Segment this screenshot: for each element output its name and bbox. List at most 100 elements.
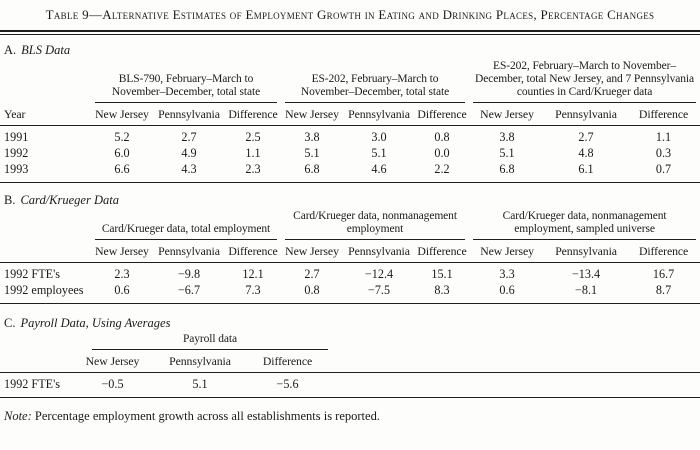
cell: 2.7	[304, 267, 320, 281]
table-row: 1992 6.0 4.9 1.1 5.1 5.1 0.0 5.1 4.8 0.3	[0, 145, 700, 161]
cell: 6.6	[114, 162, 130, 176]
panel-c-title: Payroll Data, Using Averages	[20, 316, 171, 330]
column-header: Difference	[415, 103, 470, 126]
cell: 0.7	[655, 162, 672, 176]
cell: −8.1	[574, 283, 598, 297]
row-label: 1993	[4, 162, 29, 176]
column-header: New Jersey	[70, 350, 155, 373]
cell: 12.1	[242, 267, 264, 281]
panel-a-table: BLS-790, February–March to November–Dece…	[0, 60, 700, 183]
row-label: 1992 employees	[4, 283, 84, 297]
cell: 5.1	[499, 146, 515, 160]
cell: 6.8	[304, 162, 320, 176]
column-group-header-ck-sampled: Card/Krueger data, nonmanagement employm…	[473, 210, 697, 240]
note-text: Percentage employment growth across all …	[34, 409, 380, 423]
panel-a-group-row: BLS-790, February–March to November–Dece…	[0, 60, 700, 103]
filler-cell	[330, 350, 700, 373]
cell: 3.3	[499, 267, 515, 281]
column-group-header-payroll: Payroll data	[92, 333, 329, 350]
panel-b-table: Card/Krueger data, total employment Card…	[0, 210, 700, 304]
column-group-header-ck-total: Card/Krueger data, total employment	[95, 223, 278, 240]
cell: 0.8	[434, 130, 450, 144]
column-header: Difference	[245, 350, 331, 373]
cell: −13.4	[571, 267, 601, 281]
column-header: New Jersey	[281, 103, 344, 126]
column-header: Difference	[627, 240, 700, 263]
cell: 3.8	[499, 130, 515, 144]
cell: 2.3	[114, 267, 130, 281]
filler-cell	[330, 333, 700, 350]
panel-b-group-row: Card/Krueger data, total employment Card…	[0, 210, 700, 240]
cell: 16.7	[652, 267, 675, 281]
column-header: Pennsylvania	[153, 103, 225, 126]
column-group-header-bls790: BLS-790, February–March to November–Dece…	[95, 73, 278, 103]
column-group-header-es202-ck: ES-202, February–March to November–Decem…	[473, 60, 697, 103]
column-header: Difference	[225, 103, 282, 126]
panel-b-heading: B. Card/Krueger Data	[0, 193, 700, 208]
panel-c-table: Payroll data New Jersey Pennsylvania Dif…	[0, 333, 700, 398]
column-header: Pennsylvania	[343, 240, 416, 263]
cell: 5.1	[371, 146, 387, 160]
cell: 4.8	[578, 146, 594, 160]
column-group-header-ck-nonmgmt: Card/Krueger data, nonmanagement employm…	[285, 210, 466, 240]
cell: 15.1	[431, 267, 453, 281]
cell: 0.3	[655, 146, 672, 160]
cell: 0.6	[499, 283, 515, 297]
column-header: Difference	[415, 240, 470, 263]
year-column-header: Year	[0, 103, 91, 126]
table-title: Table 9—Alternative Estimates of Employm…	[45, 7, 655, 22]
cell: −5.6	[276, 377, 299, 391]
cell: −12.4	[364, 267, 394, 281]
cell: 8.7	[655, 283, 672, 297]
cell: 2.7	[181, 130, 197, 144]
cell: 7.3	[245, 283, 261, 297]
table-note: Note: Percentage employment growth acros…	[0, 409, 700, 424]
panel-a-letter: A.	[4, 43, 17, 57]
column-header: Pennsylvania	[155, 350, 245, 373]
column-header: Difference	[225, 240, 282, 263]
cell: 6.8	[499, 162, 515, 176]
table-row: 1991 5.2 2.7 2.5 3.8 3.0 0.8 3.8 2.7 1.1	[0, 126, 700, 146]
cell: −7.5	[367, 283, 391, 297]
note-prefix: Note:	[4, 409, 32, 423]
row-label: 1992	[4, 146, 29, 160]
cell: 0.0	[434, 146, 450, 160]
cell: 5.1	[192, 377, 208, 391]
column-header: New Jersey	[469, 103, 546, 126]
cell: 8.3	[434, 283, 450, 297]
panel-c-letter: C.	[4, 316, 16, 330]
cell: 1.1	[655, 130, 672, 144]
cell: 4.3	[181, 162, 197, 176]
top-double-rule	[0, 30, 700, 35]
cell: 4.6	[371, 162, 387, 176]
column-header: New Jersey	[91, 240, 153, 263]
empty-corner-cell	[0, 333, 70, 350]
panel-b-title: Card/Krueger Data	[20, 193, 119, 207]
cell: 3.0	[371, 130, 387, 144]
column-header: Difference	[627, 103, 700, 126]
column-group-header-es202-state: ES-202, February–March to November–Decem…	[285, 73, 466, 103]
panel-b-letter: B.	[4, 193, 16, 207]
table-row: 1992 FTE's 2.3 −9.8 12.1 2.7 −12.4 15.1 …	[0, 263, 700, 283]
cell: 1.1	[245, 146, 261, 160]
column-header: New Jersey	[91, 103, 153, 126]
cell: 6.0	[114, 146, 130, 160]
row-label: 1992 FTE's	[4, 377, 61, 391]
panel-c-column-header-row: New Jersey Pennsylvania Difference	[0, 350, 700, 373]
cell: 3.8	[304, 130, 320, 144]
column-header: Pennsylvania	[343, 103, 416, 126]
cell: 0.8	[304, 283, 320, 297]
column-header: New Jersey	[469, 240, 546, 263]
table-row: 1992 employees 0.6 −6.7 7.3 0.8 −7.5 8.3…	[0, 282, 700, 304]
cell: −6.7	[177, 283, 201, 297]
empty-label-header	[0, 350, 70, 373]
cell: −0.5	[101, 377, 124, 391]
cell: 0.6	[114, 283, 130, 297]
table-row: 1992 FTE's −0.5 5.1 −5.6	[0, 373, 700, 398]
cell: 2.7	[578, 130, 594, 144]
table-row: 1993 6.6 4.3 2.3 6.8 4.6 2.2 6.8 6.1 0.7	[0, 161, 700, 183]
panel-c-group-row: Payroll data	[0, 333, 700, 350]
row-label: 1992 FTE's	[4, 267, 61, 281]
column-header: New Jersey	[281, 240, 344, 263]
